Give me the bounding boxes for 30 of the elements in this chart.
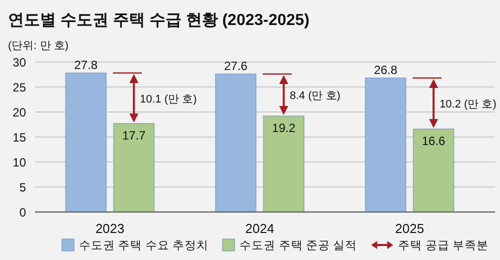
- y-tick-label: 25: [12, 80, 26, 94]
- y-axis-title: (단위: 만 호): [8, 40, 68, 52]
- bar: [215, 74, 257, 212]
- text: 주택 공급 부족분: [398, 240, 489, 252]
- y-tick-label: 0: [19, 206, 26, 220]
- chart-title: 연도별 수도권 주택 수급 현황 (2023-2025): [8, 12, 310, 29]
- x-tick-label: 2025: [395, 221, 424, 236]
- data-label: 26.8: [374, 63, 398, 77]
- legend-label: 수도권 주택 수요 추정치: [79, 240, 209, 252]
- x-tick-label: 2023: [95, 221, 124, 236]
- legend-label: 수도권 주택 준공 실적: [240, 240, 358, 252]
- annotation: 10.2 (만 호): [440, 98, 496, 110]
- y-tick-label: 15: [12, 130, 26, 144]
- bar: [412, 128, 454, 212]
- data-label: 16.6: [422, 134, 446, 148]
- annotation: 8.4 (만 호): [290, 90, 340, 102]
- data-label: 27.6: [224, 59, 248, 73]
- y-tick-label: 10: [12, 156, 26, 170]
- bar: [263, 116, 304, 212]
- x-tick-label: 2024: [245, 221, 274, 236]
- bar: [65, 72, 107, 212]
- bar: [113, 123, 155, 212]
- bar: [364, 78, 406, 212]
- data-label: 27.8: [74, 58, 98, 72]
- data-label: 17.7: [122, 128, 146, 142]
- y-tick-label: 30: [12, 56, 26, 70]
- y-tick-label: 20: [12, 106, 26, 120]
- y-tick-label: 5: [19, 180, 26, 194]
- annotation: 10.1 (만 호): [140, 93, 197, 106]
- data-label: 19.2: [272, 121, 296, 135]
